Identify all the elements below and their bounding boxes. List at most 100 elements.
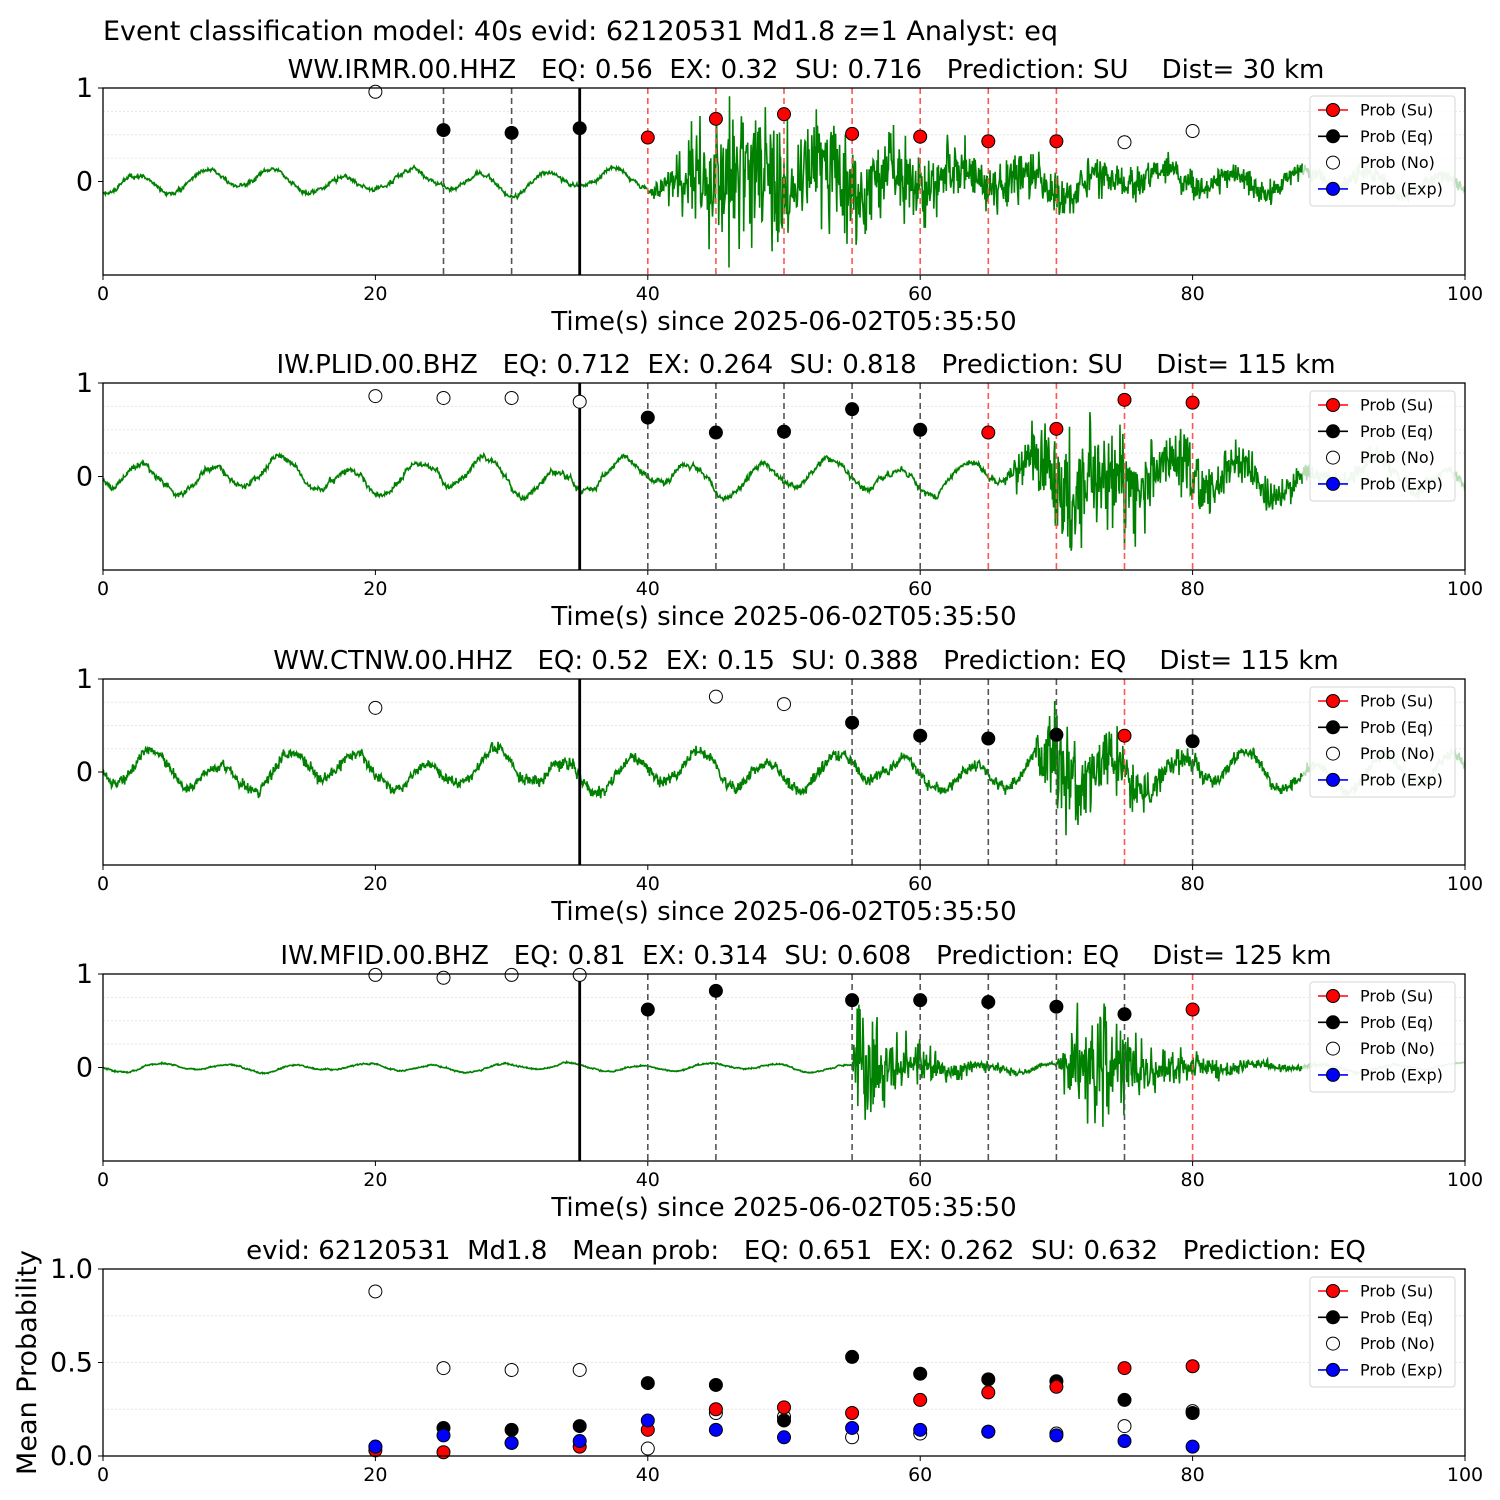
y-tick-label: 0.5 [50,1348,93,1379]
prob-point-eq [913,993,928,1008]
prob-point-su [1049,421,1064,436]
mean-prob-point-no [1117,1419,1132,1434]
mean-prob-point-su [913,1392,928,1407]
x-tick-label: 80 [1181,1464,1205,1486]
legend-marker-exp [1326,772,1340,787]
prob-point-no [708,689,723,704]
x-tick-label: 0 [97,1464,109,1486]
x-tick-label: 40 [636,1464,660,1486]
prob-point-su [1049,134,1064,149]
legend-item-su: Prob (Su) [1318,692,1433,711]
x-tick-label: 100 [1447,283,1483,305]
mean-prob-point-eq [572,1419,587,1434]
y-tick-label: 1 [76,73,93,104]
prob-point-su [981,134,996,149]
prob-point-eq [845,715,860,730]
legend-label-exp: Prob (Exp) [1360,770,1443,789]
legend-marker-no [1326,1041,1340,1056]
y-axis-label: Mean Probability [12,1250,43,1475]
y-tick-label: 0 [76,1053,93,1084]
y-tick-label: 1.0 [50,1254,93,1285]
legend: Prob (Su) Prob (Eq) Prob (No) Prob (Exp) [1309,95,1456,207]
prob-point-eq [708,425,723,440]
prob-point-no [368,84,383,99]
legend-marker-no [1326,155,1340,170]
legend-item-su: Prob (Su) [1318,101,1433,120]
x-tick-label: 80 [1181,283,1205,305]
prob-point-eq [845,993,860,1008]
mean-prob-point-eq [640,1376,655,1391]
x-tick-label: 20 [363,873,387,895]
x-tick-label: 60 [908,1169,932,1191]
x-tick-label: 60 [908,1464,932,1486]
mean-prob-point-eq [913,1366,928,1381]
x-tick-label: 100 [1447,873,1483,895]
prob-point-eq [777,424,791,439]
mean-prob-point-exp [708,1422,723,1437]
mean-prob-point-no [368,1284,383,1299]
x-tick-label: 20 [363,1464,387,1486]
legend-label-no: Prob (No) [1360,744,1435,763]
mean-prob-point-eq [1185,1405,1200,1420]
waveform [102,412,1303,551]
legend-label-eq: Prob (Eq) [1360,127,1433,146]
legend-label-no: Prob (No) [1360,153,1435,172]
x-tick-label: 20 [363,283,387,305]
mean-prob-point-no [436,1361,451,1376]
mean-prob-point-exp [504,1435,519,1450]
x-tick-label: 60 [908,873,932,895]
legend-marker-exp [1326,1362,1340,1377]
legend-label-no: Prob (No) [1360,1334,1435,1353]
mean-prob-point-su [981,1385,996,1400]
prob-point-eq [1049,999,1064,1014]
mean-prob-point-eq [845,1349,860,1364]
legend-label-exp: Prob (Exp) [1360,1065,1443,1084]
waveform [102,700,1303,836]
mean-prob-point-exp [981,1424,996,1439]
prob-point-no [504,967,519,982]
mean-prob-point-su [436,1445,451,1460]
prob-point-eq [1117,1007,1132,1022]
mean-prob-point-su [1117,1361,1132,1376]
legend-marker-no [1326,1336,1340,1351]
x-tick-label: 60 [908,578,932,600]
x-tick-label: 20 [363,578,387,600]
prob-point-no [368,967,383,982]
legend-label-su: Prob (Su) [1360,396,1433,415]
legend-marker-su [1326,398,1340,412]
legend-marker-exp [1326,1067,1340,1082]
legend-item-exp: Prob (Exp) [1318,179,1443,198]
legend-item-eq: Prob (Eq) [1318,127,1433,146]
legend-label-exp: Prob (Exp) [1360,179,1443,198]
legend-label-eq: Prob (Eq) [1360,1308,1433,1327]
y-tick-label: 1 [76,664,93,695]
waveform [102,1002,1303,1127]
mean-prob-point-exp [845,1420,860,1435]
x-tick-label: 80 [1181,873,1205,895]
legend-label-no: Prob (No) [1360,1039,1435,1058]
prob-point-no [436,970,451,985]
prob-point-su [913,129,928,144]
legend-box [1309,390,1456,502]
mean-prob-point-exp [368,1439,383,1454]
x-tick-label: 20 [363,1169,387,1191]
mean-prob-point-eq [1117,1392,1132,1407]
y-tick-label: 0.0 [50,1441,93,1472]
x-tick-label: 60 [908,283,932,305]
legend-item-eq: Prob (Eq) [1318,718,1433,737]
prob-point-no [777,697,791,712]
legend-marker-eq [1326,720,1340,735]
legend-label-eq: Prob (Eq) [1360,422,1433,441]
legend-box [1309,981,1456,1093]
x-tick-label: 100 [1447,578,1483,600]
y-tick-label: 0 [76,462,93,493]
legend: Prob (Su) Prob (Eq) Prob (No) Prob (Exp) [1309,981,1456,1093]
x-axis-label: Time(s) since 2025-06-02T05:35:50 [550,602,1016,632]
legend-item-exp: Prob (Exp) [1318,1360,1443,1379]
legend-item-su: Prob (Su) [1318,987,1433,1006]
legend-label-eq: Prob (Eq) [1360,718,1433,737]
prob-point-eq [504,125,519,140]
mean-prob-point-exp [913,1422,928,1437]
panel-5: 0 20 40 60 80 100 1.0 0.5 0.0 evid: 62120531 Md1.… [12,1236,1483,1486]
mean-prob-point-su [708,1402,723,1417]
